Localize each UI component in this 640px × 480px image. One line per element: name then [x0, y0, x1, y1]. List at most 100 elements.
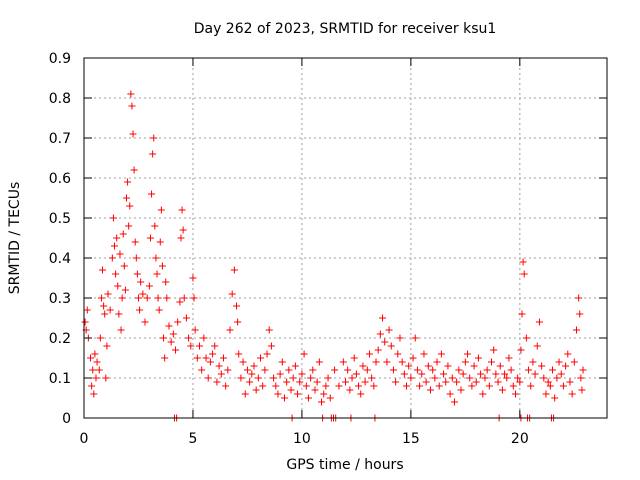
data-point [311, 386, 319, 394]
data-point [106, 306, 114, 314]
data-point [124, 178, 132, 186]
data-point [90, 390, 98, 398]
data-point [151, 222, 159, 230]
data-point [130, 166, 138, 174]
data-point [174, 318, 182, 326]
data-point [187, 342, 195, 350]
y-tick-label: 0.3 [49, 291, 71, 307]
data-point [346, 386, 354, 394]
data-point [157, 206, 165, 214]
x-tick-label: 10 [293, 431, 311, 447]
data-point [433, 358, 441, 366]
data-point [361, 378, 369, 386]
data-point [549, 366, 557, 374]
data-point [296, 378, 304, 386]
y-tick-label: 0 [62, 411, 71, 427]
data-point [213, 378, 221, 386]
data-point [234, 318, 242, 326]
x-tick-label: 20 [511, 431, 529, 447]
data-point [81, 318, 89, 326]
data-point [540, 374, 548, 382]
data-point [185, 334, 193, 342]
data-point [163, 294, 171, 302]
y-tick-label: 0.5 [49, 211, 71, 227]
data-point [289, 374, 297, 382]
data-point [143, 294, 151, 302]
data-point [551, 394, 559, 402]
data-points [81, 90, 587, 422]
data-point [122, 194, 130, 202]
data-point [111, 242, 119, 250]
data-point [566, 378, 574, 386]
data-point [95, 366, 103, 374]
data-point [294, 390, 302, 398]
data-point [132, 254, 140, 262]
data-point [89, 366, 97, 374]
data-point [259, 382, 267, 390]
data-point [162, 278, 170, 286]
data-point [339, 358, 347, 366]
data-point [429, 366, 437, 374]
data-point [368, 374, 376, 382]
data-point [291, 362, 299, 370]
data-point [470, 362, 478, 370]
data-point [498, 386, 506, 394]
data-point [576, 310, 584, 318]
data-point [102, 374, 110, 382]
plot-frame [83, 57, 608, 419]
data-point [149, 150, 157, 158]
data-point [527, 382, 535, 390]
data-point [190, 294, 198, 302]
data-point [474, 354, 482, 362]
data-point [363, 366, 371, 374]
data-point [92, 374, 100, 382]
data-point [398, 358, 406, 366]
data-point [230, 266, 238, 274]
data-point [136, 306, 144, 314]
data-point [335, 382, 343, 390]
data-point [372, 358, 380, 366]
data-point [127, 90, 135, 98]
data-point [108, 254, 116, 262]
data-point [494, 378, 502, 386]
data-point [555, 358, 563, 366]
chart-title: Day 262 of 2023, SRMTID for receiver ksu… [194, 21, 497, 37]
data-point [385, 326, 393, 334]
data-point [125, 222, 133, 230]
x-axis-label: GPS time / hours [286, 457, 403, 473]
data-point [233, 302, 241, 310]
data-point [320, 390, 328, 398]
data-point [529, 358, 537, 366]
data-point [426, 386, 434, 394]
data-point [409, 354, 417, 362]
data-point [179, 226, 187, 234]
data-point [217, 370, 225, 378]
x-tick-label: 15 [402, 431, 420, 447]
data-point [553, 374, 561, 382]
data-point [202, 354, 210, 362]
data-point [121, 286, 129, 294]
data-point [87, 354, 95, 362]
data-point [239, 358, 247, 366]
data-point [459, 370, 467, 378]
data-point [141, 318, 149, 326]
data-point [235, 350, 243, 358]
data-point [479, 390, 487, 398]
data-point [103, 342, 111, 350]
data-point [413, 366, 421, 374]
data-point [119, 230, 127, 238]
data-point [505, 354, 513, 362]
data-point [389, 366, 397, 374]
data-point [394, 350, 402, 358]
data-point [514, 374, 522, 382]
y-tick-label: 0.1 [49, 371, 71, 387]
data-point [453, 378, 461, 386]
data-point [400, 370, 408, 378]
y-tick-label: 0.8 [49, 91, 71, 107]
data-point [274, 390, 282, 398]
data-point [169, 330, 177, 338]
data-point [352, 370, 360, 378]
y-tick-label: 0.2 [49, 331, 71, 347]
data-point [285, 366, 293, 374]
